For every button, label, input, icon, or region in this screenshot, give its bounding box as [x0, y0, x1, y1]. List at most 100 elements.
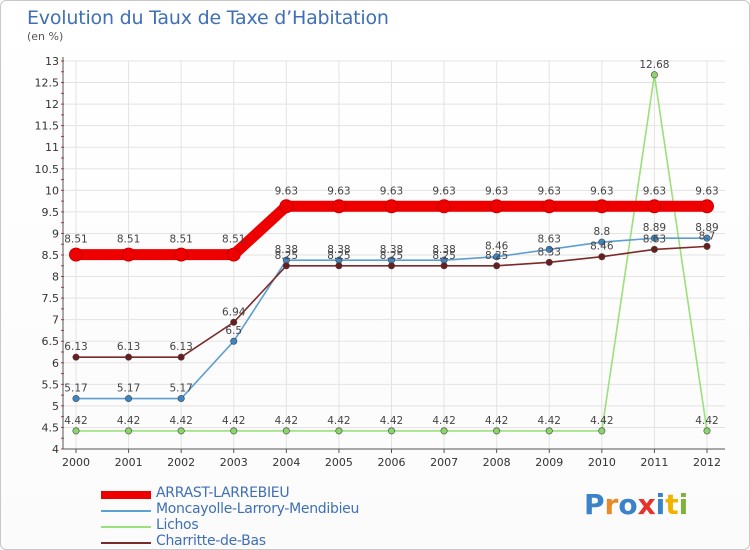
data-label: 8.8 [593, 226, 610, 238]
y-tick-label: 9.5 [42, 206, 60, 219]
data-point [282, 262, 290, 270]
data-point [545, 258, 553, 266]
chart-unit-label: (en %) [27, 30, 64, 43]
logo-letter: P [584, 488, 605, 521]
data-label: 9.63 [695, 185, 718, 197]
y-tick-label: 6.5 [42, 335, 60, 348]
data-label: 8.38 [327, 244, 350, 256]
y-tick-label: 4 [52, 443, 59, 456]
data-label: 6.13 [117, 341, 140, 353]
data-label: 4.42 [695, 415, 718, 427]
line-chart: 4 4.5 5 5.5 6 6.5 7 7.5 8 8.5 9 9.5 10 10.5 11 11.5 12 12… [35, 55, 725, 469]
y-tick-label: 6 [52, 357, 59, 370]
logo-letter: t [665, 488, 679, 521]
data-label: 6.5 [225, 325, 242, 337]
data-label: 8.38 [380, 244, 403, 256]
series-layer [69, 71, 714, 435]
data-label: 4.42 [432, 415, 455, 427]
data-point [437, 199, 452, 214]
x-tick-label: 2001 [115, 456, 143, 469]
data-point [230, 318, 238, 326]
data-point [174, 247, 189, 262]
data-label: 8.25 [485, 250, 508, 262]
data-point [598, 238, 606, 246]
legend-swatch [101, 510, 151, 512]
y-tick-label: 10.5 [35, 163, 60, 176]
data-point [650, 71, 658, 79]
data-label: 5.17 [117, 383, 140, 395]
legend-label: ARRAST-LARREBIEU [156, 485, 290, 501]
x-tick-label: 2003 [220, 456, 248, 469]
data-point [493, 253, 501, 261]
data-point [493, 262, 501, 270]
y-tick-label: 13 [45, 55, 59, 68]
x-tick-label: 2005 [325, 456, 353, 469]
data-label: 4.42 [327, 415, 350, 427]
data-label: 8.25 [380, 250, 403, 262]
y-tick-label: 8 [52, 271, 59, 284]
data-label: 8.89 [695, 222, 718, 234]
data-label: 8.33 [538, 246, 561, 258]
logo-letter: x [637, 488, 656, 521]
data-point [387, 262, 395, 270]
data-point [598, 253, 606, 261]
x-tick-label: 2004 [272, 456, 300, 469]
data-point [700, 199, 714, 214]
logo-letter: r [604, 488, 619, 521]
data-label: 4.42 [485, 415, 508, 427]
data-point [703, 234, 711, 242]
data-label: 9.63 [590, 185, 613, 197]
y-tick-label: 11 [45, 141, 59, 154]
data-point [177, 353, 185, 361]
data-label: 4.42 [275, 415, 298, 427]
data-label: 4.42 [590, 415, 613, 427]
data-point [650, 245, 658, 253]
x-tick-label: 2007 [430, 456, 458, 469]
data-label: 6.13 [64, 341, 87, 353]
y-tick-label: 10 [45, 184, 59, 197]
legend-swatch [101, 542, 151, 544]
x-tick-label: 2009 [535, 456, 563, 469]
data-label: 8.46 [485, 241, 509, 253]
data-label: 4.42 [380, 415, 403, 427]
data-point [230, 337, 238, 345]
data-point [703, 242, 711, 250]
legend-label: Lichos [156, 517, 199, 533]
legend-swatch [101, 526, 151, 528]
data-label: 5.17 [64, 383, 87, 395]
data-point [226, 247, 241, 262]
x-tick-label: 2008 [483, 456, 511, 469]
data-point [335, 262, 343, 270]
data-point [282, 427, 290, 435]
data-point [230, 427, 238, 435]
y-tick-label: 9 [52, 227, 59, 240]
data-point [493, 427, 501, 435]
data-point [125, 427, 133, 435]
data-label: 8.46 [590, 241, 614, 253]
data-point [384, 199, 399, 214]
y-tick-label: 4.5 [42, 421, 60, 434]
data-point [72, 427, 80, 435]
data-point [72, 353, 80, 361]
legend-label: Charritte-de-Bas [156, 533, 266, 549]
data-point [125, 353, 133, 361]
data-point [177, 427, 185, 435]
data-label: 6.94 [222, 306, 246, 318]
proxiti-logo: Proxiti [584, 488, 688, 521]
data-point [489, 199, 504, 214]
x-tick-label: 2006 [378, 456, 406, 469]
data-point [331, 199, 346, 214]
data-label: 4.42 [538, 415, 561, 427]
data-label: 8.38 [432, 244, 455, 256]
data-label: 8.7 [699, 230, 716, 242]
data-label: 4.42 [64, 415, 87, 427]
data-label: 4.42 [169, 415, 192, 427]
data-point [545, 427, 553, 435]
y-tick-label: 12.5 [35, 77, 60, 90]
data-label: 9.63 [327, 185, 350, 197]
data-point [703, 427, 711, 435]
y-tick-label: 7 [52, 314, 59, 327]
data-point [387, 427, 395, 435]
x-tick-label: 2012 [693, 456, 721, 469]
